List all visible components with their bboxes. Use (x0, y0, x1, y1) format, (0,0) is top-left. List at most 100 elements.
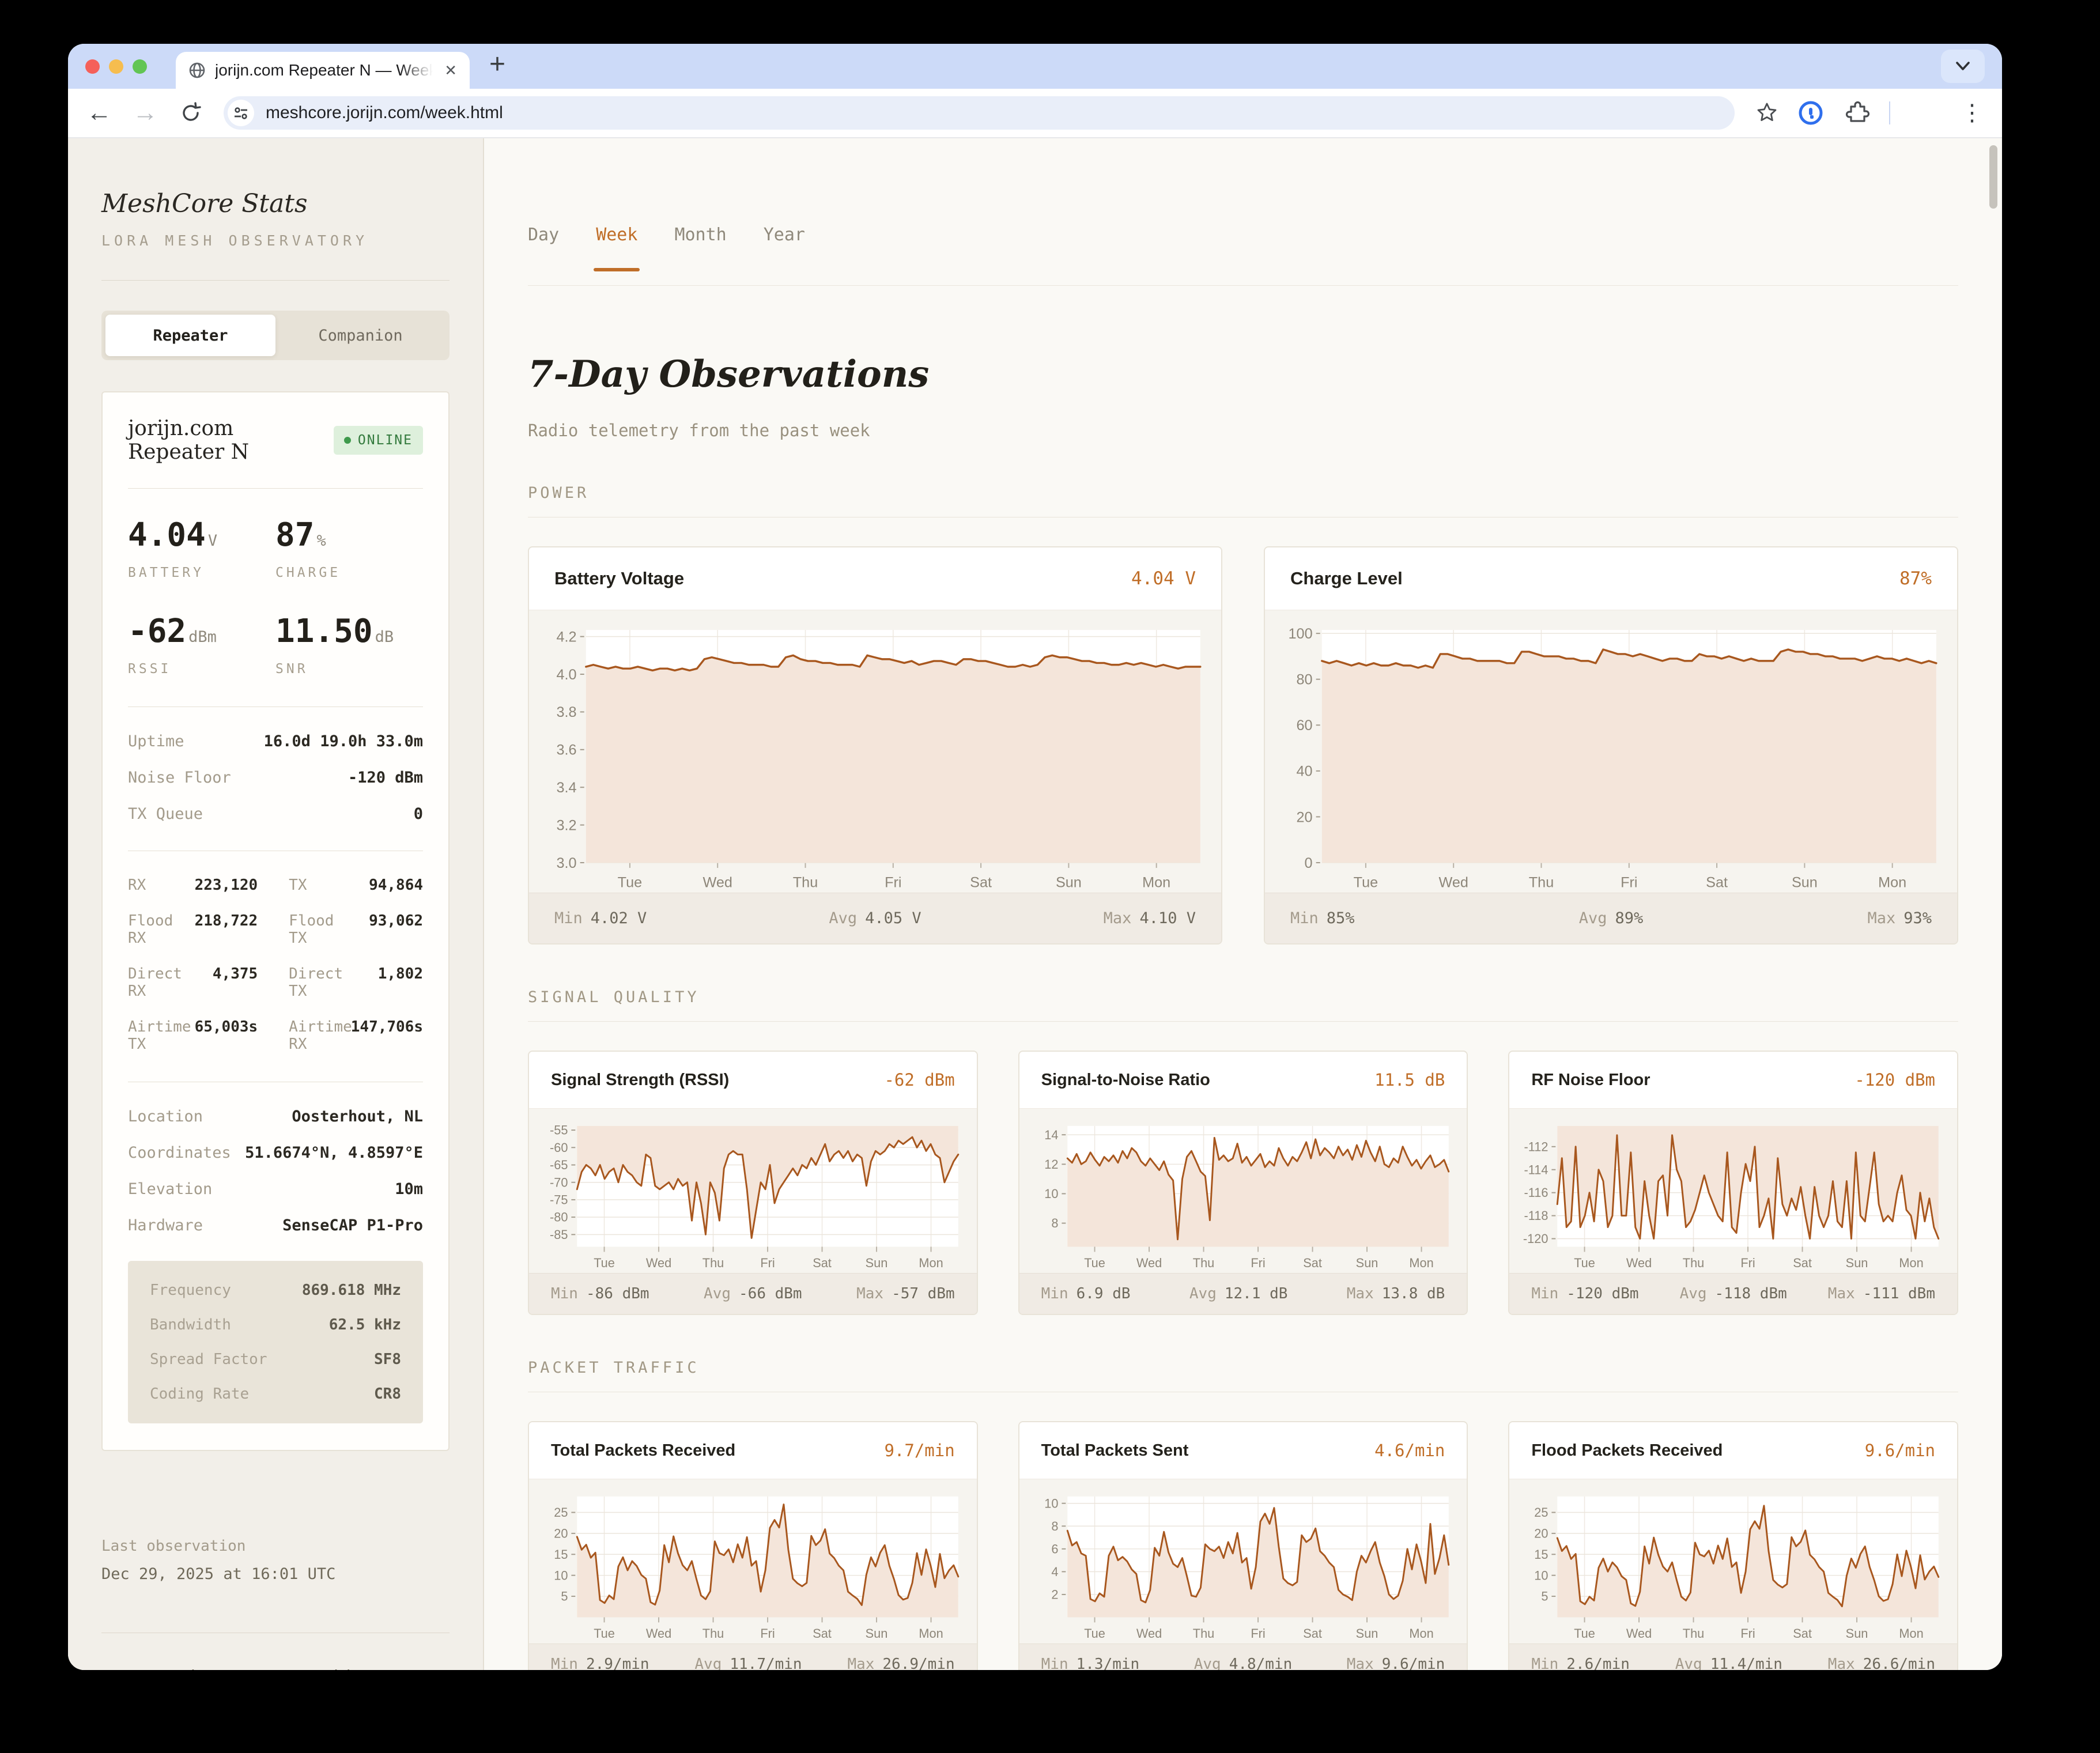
new-tab-button[interactable]: + (489, 51, 505, 78)
stat-snr: 11.50dB SNR (275, 613, 423, 677)
svg-text:40: 40 (1297, 764, 1313, 780)
svg-text:5: 5 (1542, 1589, 1548, 1604)
chart-card-rssi: Signal Strength (RSSI)-62 dBm TueWedThuF… (528, 1051, 978, 1315)
card-title: Signal Strength (RSSI) (551, 1071, 729, 1090)
svg-text:Thu: Thu (1192, 1256, 1214, 1270)
toggle-companion[interactable]: Companion (275, 315, 445, 356)
tab-close-icon[interactable]: ✕ (442, 62, 459, 80)
svg-text:Sat: Sat (813, 1626, 832, 1641)
card-current-value: 87% (1899, 568, 1932, 589)
radio-row: Coding RateCR8 (150, 1385, 401, 1403)
svg-text:Tue: Tue (1574, 1626, 1596, 1641)
svg-text:15: 15 (554, 1547, 568, 1562)
back-button[interactable]: ← (86, 100, 112, 126)
card-current-value: -62 dBm (884, 1070, 954, 1090)
svg-text:Sat: Sat (1303, 1626, 1322, 1641)
browser-menu-icon[interactable]: ⋮ (1961, 100, 1984, 126)
tab-week[interactable]: Week (596, 225, 637, 250)
chart-card-noise-floor: RF Noise Floor-120 dBm TueWedThuFriSatSu… (1508, 1051, 1958, 1315)
device-name: jorijn.com Repeater N (128, 417, 334, 464)
tab-year[interactable]: Year (764, 225, 805, 250)
info-row: Coordinates51.6674°N, 4.8597°E (128, 1144, 423, 1162)
svg-text:Fri: Fri (885, 874, 901, 890)
location-rows: LocationOosterhout, NL Coordinates51.667… (128, 1108, 423, 1234)
card-current-value: 4.04 V (1131, 568, 1196, 589)
svg-text:Mon: Mon (1899, 1626, 1924, 1641)
svg-text:Wed: Wed (1626, 1626, 1652, 1641)
stat-rssi: -62dBm RSSI (128, 613, 275, 677)
svg-text:Tue: Tue (1354, 874, 1378, 890)
info-row: Noise Floor-120 dBm (128, 769, 423, 787)
stat-battery: 4.04V BATTERY (128, 516, 275, 580)
svg-text:8: 8 (1051, 1216, 1058, 1231)
flood-rx-chart: TueWedThuFriSatSunMon252015105 (1509, 1479, 1957, 1644)
svg-text:Tue: Tue (594, 1256, 615, 1270)
svg-text:Sat: Sat (970, 874, 992, 890)
svg-text:-120: -120 (1523, 1231, 1548, 1246)
signal-charts-grid: Signal Strength (RSSI) -62 dBm Tue Wed Thu F… (528, 1051, 1958, 1315)
svg-text:Tue: Tue (1084, 1626, 1105, 1641)
browser-window: jorijn.com Repeater N — Week ✕ + ← → (68, 44, 2002, 1670)
url-text[interactable]: meshcore.jorijn.com/week.html (266, 103, 503, 123)
page-title: 7-Day Observations (528, 353, 1958, 396)
page-scrollbar[interactable] (1989, 145, 1997, 209)
tab-search-chevron-button[interactable] (1941, 50, 1985, 83)
chart-card-flood-rx: Flood Packets Received9.6/min TueWedThuF… (1508, 1421, 1958, 1670)
svg-text:6: 6 (1051, 1542, 1058, 1556)
svg-text:20: 20 (1535, 1527, 1548, 1541)
toggle-repeater[interactable]: Repeater (105, 315, 275, 356)
svg-text:Wed: Wed (1626, 1256, 1652, 1270)
svg-text:-118: -118 (1524, 1209, 1548, 1223)
svg-text:-60: -60 (550, 1140, 568, 1155)
svg-text:100: 100 (1289, 626, 1313, 642)
chart-stats-footer: Min4.02 V Avg4.05 V Max4.10 V (529, 893, 1221, 943)
svg-text:Thu: Thu (702, 1256, 724, 1270)
chevron-down-icon (1954, 61, 1972, 72)
svg-text:80: 80 (1297, 671, 1313, 687)
svg-text:Thu: Thu (1683, 1626, 1704, 1641)
info-row: TX Queue0 (128, 805, 423, 823)
status-badge: ONLINE (334, 426, 423, 455)
svg-text:Wed: Wed (646, 1256, 671, 1270)
site-info-icon[interactable] (228, 100, 254, 126)
svg-text:Wed: Wed (1136, 1626, 1162, 1641)
info-row: Uptime16.0d 19.0h 33.0m (128, 732, 423, 750)
svg-text:Tue: Tue (1084, 1256, 1105, 1270)
close-window-button[interactable] (85, 59, 100, 74)
device-stats: 4.04V BATTERY 87% CHARGE -62dBm RSSI 11.… (128, 516, 423, 677)
browser-tab[interactable]: jorijn.com Repeater N — Week ✕ (176, 52, 470, 89)
radio-row: Bandwidth62.5 kHz (150, 1316, 401, 1333)
stat-charge: 87% CHARGE (275, 516, 423, 580)
chart-stats-footer: Min6.9 dB Avg12.1 dB Max13.8 dB (1019, 1273, 1467, 1314)
total-tx-chart: TueWedThuFriSatSunMon108642 (1019, 1479, 1467, 1644)
profile-avatar[interactable] (1910, 97, 1941, 129)
bookmark-star-icon[interactable] (1755, 101, 1778, 124)
card-current-value: 9.7/min (884, 1441, 954, 1460)
svg-text:Fri: Fri (1741, 1626, 1755, 1641)
svg-text:Sat: Sat (1793, 1626, 1812, 1641)
chart-card-total-rx: Total Packets Received9.7/min TueWedThuF… (528, 1421, 978, 1670)
section-power-label: POWER (528, 484, 1958, 502)
globe-favicon-icon (188, 62, 206, 79)
svg-text:3.4: 3.4 (557, 780, 577, 796)
svg-text:25: 25 (1535, 1505, 1548, 1520)
svg-text:Mon: Mon (919, 1626, 943, 1641)
svg-text:Fri: Fri (1741, 1256, 1755, 1270)
reload-button[interactable] (179, 101, 203, 125)
extensions-puzzle-icon[interactable] (1843, 100, 1869, 126)
battery-voltage-chart: TueWedThuFriSatSunMon4.24.03.83.63.43.23… (529, 610, 1221, 893)
svg-text:Mon: Mon (1142, 874, 1170, 890)
minimize-window-button[interactable] (109, 59, 123, 74)
reports-archive-link[interactable]: View Reports Archive (101, 1667, 450, 1670)
counter-direct-tx: Direct TX1,802 (289, 965, 423, 1000)
forward-button[interactable]: → (133, 100, 158, 126)
zoom-window-button[interactable] (133, 59, 147, 74)
card-title: Charge Level (1290, 568, 1403, 589)
password-manager-extension-icon[interactable] (1798, 100, 1823, 126)
tab-month[interactable]: Month (674, 225, 726, 250)
chart-stats-footer: Min2.9/min Avg11.7/min Max26.9/min (529, 1644, 977, 1670)
address-bar[interactable]: meshcore.jorijn.com/week.html (224, 96, 1735, 130)
tab-day[interactable]: Day (528, 225, 559, 250)
svg-text:Wed: Wed (1136, 1256, 1162, 1270)
section-signal-label: SIGNAL QUALITY (528, 988, 1958, 1006)
